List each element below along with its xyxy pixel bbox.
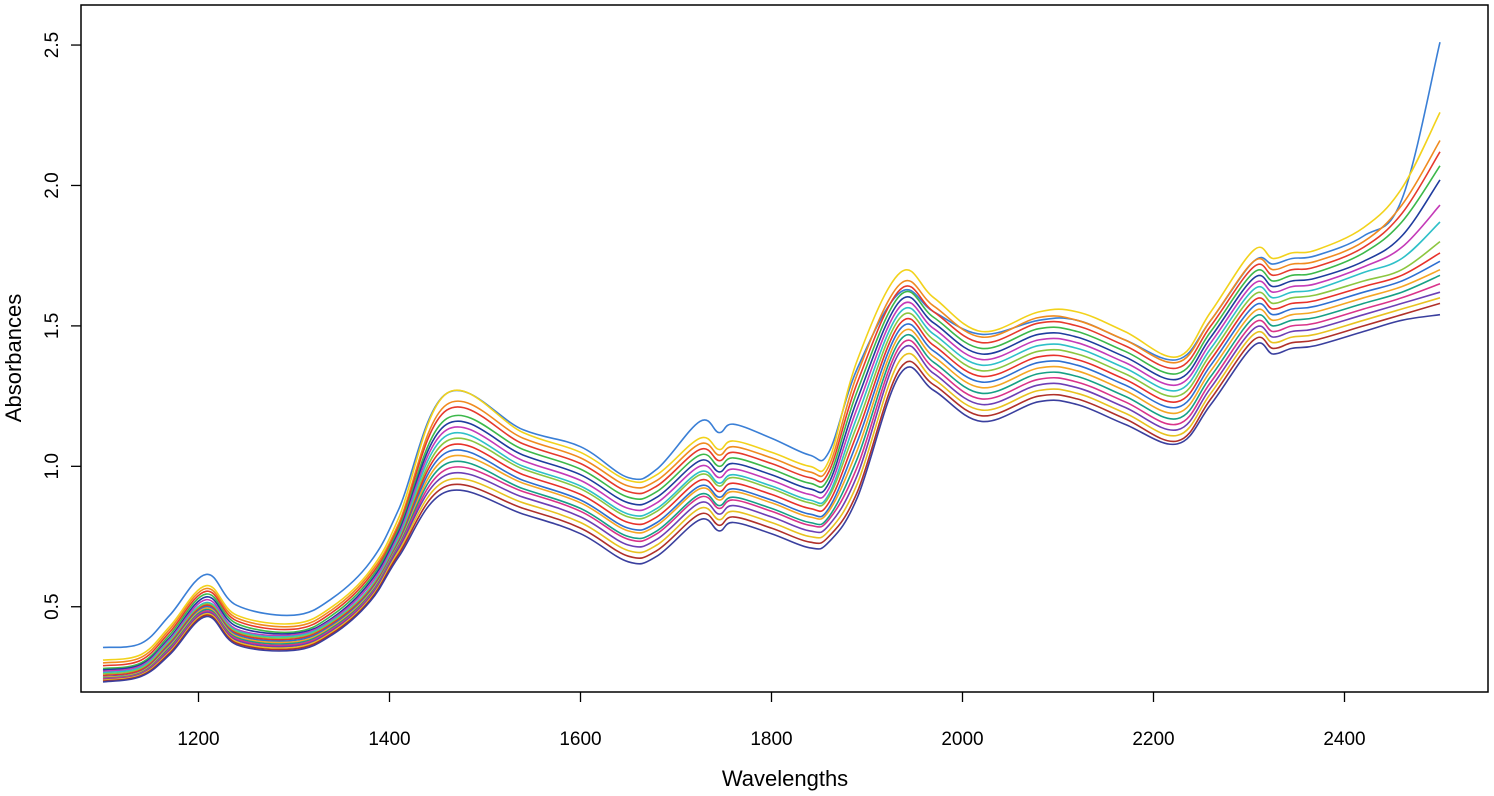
x-axis: 1200 1400 1600 1800 2000 2200 2400 (177, 692, 1366, 750)
series-line-4 (102, 151, 1441, 667)
series-line-18 (102, 313, 1441, 683)
series-line-1 (102, 42, 1441, 649)
x-tick-label-2200: 2200 (1132, 729, 1174, 750)
x-tick-label-1600: 1600 (559, 729, 601, 750)
y-tick-label-2.5: 2.5 (42, 32, 63, 58)
series-line-11 (102, 260, 1441, 678)
series-line-12 (102, 268, 1441, 679)
plot-frame (80, 4, 1489, 693)
series-line-3 (102, 140, 1441, 664)
x-tick-label-1400: 1400 (368, 729, 410, 750)
series-line-5 (102, 165, 1441, 670)
series-lines (102, 42, 1441, 683)
series-line-2 (102, 112, 1441, 661)
y-tick-label-1.5: 1.5 (42, 313, 63, 339)
series-line-8 (102, 221, 1441, 674)
series-line-10 (102, 252, 1441, 677)
y-tick-label-0.5: 0.5 (42, 593, 63, 619)
series-line-7 (102, 204, 1441, 673)
series-line-9 (102, 240, 1441, 675)
x-tick-label-2000: 2000 (941, 729, 983, 750)
x-axis-title: Wavelengths (722, 766, 848, 791)
y-axis-title: Absorbances (1, 294, 26, 422)
y-tick-label-2.0: 2.0 (42, 172, 63, 198)
x-tick-label-2400: 2400 (1323, 729, 1365, 750)
x-tick-label-1800: 1800 (750, 729, 792, 750)
series-line-14 (102, 283, 1441, 680)
y-tick-label-1.0: 1.0 (42, 453, 63, 479)
series-line-16 (102, 297, 1441, 682)
series-line-15 (102, 291, 1441, 681)
series-line-6 (102, 179, 1441, 671)
x-tick-label-1200: 1200 (177, 729, 219, 750)
y-axis: 0.5 1.0 1.5 2.0 2.5 (42, 32, 81, 620)
series-line-13 (102, 274, 1441, 680)
series-line-17 (102, 302, 1441, 682)
